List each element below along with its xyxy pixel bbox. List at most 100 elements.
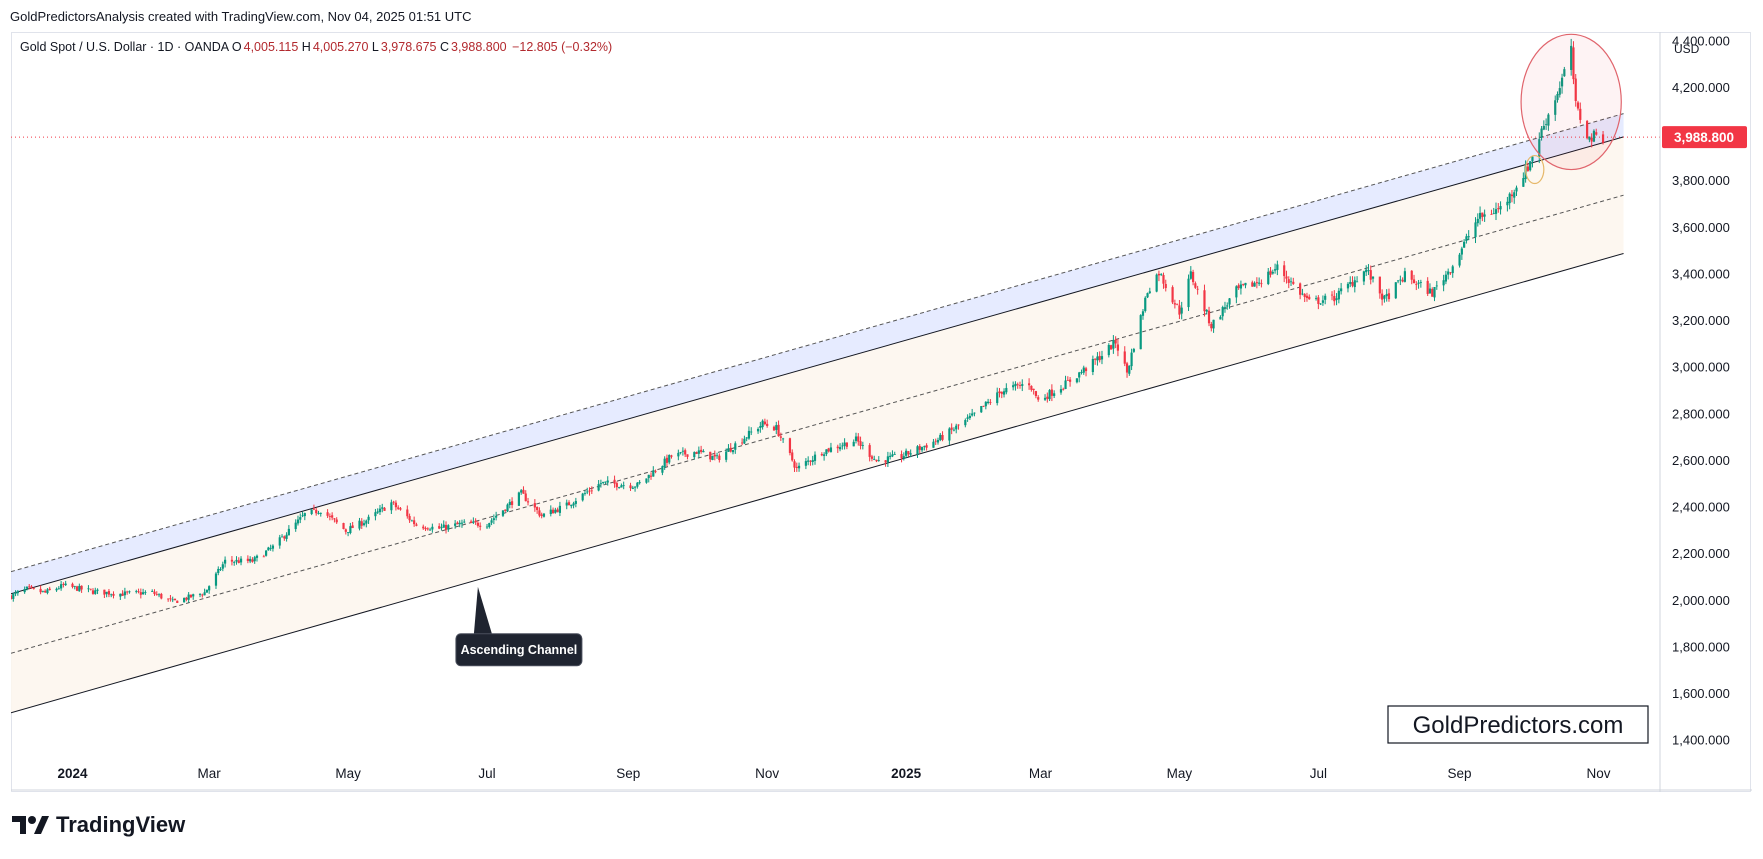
candle-body: [1556, 93, 1559, 101]
symbol-legend: Gold Spot / U.S. Dollar · 1D · OANDA O 4,…: [20, 40, 612, 54]
candle-body: [426, 528, 429, 530]
candle-body: [536, 507, 539, 511]
candle-body: [854, 436, 858, 441]
high-key: H: [301, 40, 311, 54]
candle-body: [711, 455, 714, 460]
chart-caption: GoldPredictorsAnalysis created with Trad…: [10, 9, 472, 24]
candle-body: [476, 522, 480, 526]
candle-body: [1529, 161, 1532, 171]
candle-body: [1132, 349, 1135, 352]
candle-body: [1176, 303, 1179, 305]
candle-body: [971, 413, 974, 416]
candle-body: [1481, 212, 1484, 218]
candle-body: [1123, 351, 1126, 364]
plot-area: Ascending Channel: [11, 33, 1660, 714]
candle-body: [1465, 236, 1468, 242]
candle-body: [570, 504, 573, 507]
candle-body: [1579, 108, 1582, 120]
candle-body: [198, 593, 202, 595]
candle-body: [506, 504, 509, 512]
candle-body: [1540, 128, 1543, 138]
candle-body: [649, 475, 653, 477]
candle-body: [820, 454, 823, 456]
candle-body: [743, 438, 746, 444]
candle-body: [1062, 388, 1065, 390]
candle-body: [201, 594, 204, 596]
candle-body: [845, 442, 848, 447]
candle-body: [488, 523, 491, 527]
candle-body: [1048, 390, 1051, 400]
candle-body: [119, 593, 122, 597]
candle-body: [1289, 281, 1293, 283]
y-tick-label: 3,600.000: [1672, 220, 1730, 235]
candle-body: [283, 536, 286, 539]
candle-body: [1107, 344, 1110, 356]
candle-body: [1595, 132, 1598, 135]
upper-band-fill: [11, 113, 1624, 594]
candle-body: [795, 466, 798, 468]
symbol-label[interactable]: Gold Spot / U.S. Dollar · 1D · OANDA: [20, 40, 229, 54]
candle-body: [870, 456, 874, 459]
candle-body: [1458, 254, 1461, 266]
candle-body: [264, 550, 268, 556]
candle-body: [1164, 283, 1167, 289]
candle-body: [973, 412, 976, 414]
candle-body: [1267, 271, 1270, 284]
candle-body: [684, 450, 687, 455]
low-key: L: [371, 40, 379, 54]
candle-body: [1419, 282, 1422, 283]
candle-body: [939, 434, 942, 441]
candle-body: [23, 589, 26, 593]
candle-body: [581, 493, 584, 501]
candle-body: [827, 448, 830, 452]
x-tick-label: Jul: [1310, 766, 1327, 781]
candle-body: [1162, 275, 1165, 284]
candle-body: [950, 427, 953, 430]
candle-body: [219, 569, 222, 570]
annotation-box[interactable]: [455, 633, 583, 667]
y-tick-label: 1,600.000: [1672, 686, 1730, 701]
candle-body: [567, 502, 571, 506]
candle-body: [55, 588, 58, 591]
candle-body: [857, 436, 860, 442]
candle-body: [693, 452, 696, 458]
candle-body: [301, 515, 304, 517]
watermark[interactable]: GoldPredictors.com: [1387, 705, 1649, 744]
candle-body: [410, 520, 413, 522]
candle-body: [775, 425, 778, 430]
candle-body: [1428, 288, 1432, 294]
candle-body: [246, 558, 249, 561]
candle-body: [741, 442, 744, 444]
x-tick-label: Nov: [755, 766, 779, 781]
candle-body: [1431, 289, 1434, 297]
candle-body: [428, 529, 432, 531]
candle-body: [583, 493, 587, 494]
candle-body: [891, 454, 894, 457]
candle-body: [586, 491, 589, 493]
candle-body: [606, 480, 609, 483]
candle-body: [638, 482, 641, 484]
candle-body: [317, 512, 320, 514]
x-tick-label: May: [1167, 766, 1193, 781]
candle-body: [670, 455, 673, 457]
candle-body: [1476, 218, 1479, 224]
candle-body: [841, 445, 844, 447]
candle-body: [151, 591, 154, 592]
candle-body: [1258, 282, 1261, 284]
channel-upper-dashed-line: [11, 113, 1624, 573]
candle-body: [715, 455, 719, 457]
candle-body: [78, 585, 81, 592]
candle-body: [725, 451, 728, 460]
candle-body: [763, 421, 766, 425]
candle-body: [645, 478, 648, 483]
candle-body: [766, 423, 769, 427]
candle-body: [1531, 156, 1534, 162]
candle-body: [955, 425, 958, 430]
candle-body: [390, 502, 393, 511]
tradingview-logo[interactable]: TradingView: [12, 812, 185, 838]
candle-body: [1094, 358, 1097, 360]
candle-body: [1574, 78, 1577, 101]
candle-body: [731, 450, 735, 453]
candle-body: [1417, 282, 1420, 284]
